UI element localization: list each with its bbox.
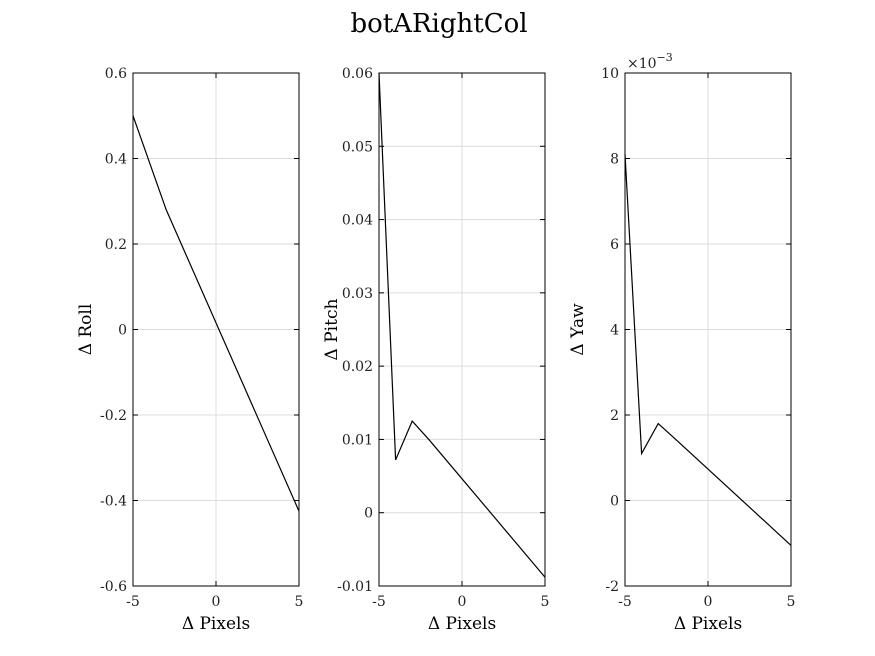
series-line [378,72,546,578]
subplot-1: -5 0 5 -0.6 -0.4 -0.2 0 0.2 0.4 0.6 Δ Pixels Δ Roll [76,66,303,634]
x-tick-label: 5 [295,594,304,610]
y-tick-label: 0.06 [342,66,373,82]
x-tick-label: -5 [618,594,632,610]
x-tick-label: -5 [372,594,386,610]
x-axis-label: Δ Pixels [428,614,496,634]
y-tick-label: 0.01 [342,432,373,448]
y-tick-label: 0.04 [342,213,373,229]
y-tick-label: -0.6 [100,579,127,595]
y-tick-label: 0 [364,506,373,522]
y-tick-label: -0.01 [337,579,373,595]
x-tick-label: 0 [458,594,467,610]
subplot-3: -5 0 5 -2 0 2 4 6 8 10 Δ Pixels Δ Yaw ×10−3 [568,51,795,634]
x-axis-label: Δ Pixels [674,614,742,634]
axes-frame [624,72,792,587]
y-tick-label: -0.2 [100,408,127,424]
series-line [132,115,300,512]
y-tick-label: -0.4 [100,494,127,510]
y-exponent-label: ×10−3 [627,51,673,72]
axes-frame [132,72,300,587]
y-tick-label: 0.6 [105,66,127,82]
x-axis-label: Δ Pixels [182,614,250,634]
x-tick-label: -5 [126,594,140,610]
y-tick-label: 0.2 [105,237,127,253]
y-axis-label: Δ Yaw [568,303,588,356]
y-tick-label: 2 [610,408,619,424]
x-tick-label: 5 [541,594,550,610]
y-tick-label: 0.03 [342,286,373,302]
figure-title: botARightCol [350,9,527,39]
subplot-2: -5 0 5 -0.01 0 0.01 0.02 0.03 0.04 0.05 0.06 Δ Pixe… [322,66,549,634]
x-tick-label: 5 [787,594,796,610]
series-line [624,154,792,546]
y-tick-label: 0 [118,323,127,339]
y-tick-label: 0.02 [342,359,373,375]
axes-frame [378,72,546,587]
y-tick-label: 0 [610,494,619,510]
y-tick-label: 8 [610,152,619,168]
x-tick-label: 0 [704,594,713,610]
y-tick-label: -2 [605,579,619,595]
y-axis-label: Δ Pitch [322,299,342,361]
y-tick-label: 0.05 [342,139,373,155]
y-axis-label: Δ Roll [76,304,96,356]
y-tick-label: 6 [610,237,619,253]
y-tick-label: 10 [601,66,619,82]
y-tick-label: 0.4 [105,152,127,168]
x-tick-label: 0 [212,594,221,610]
y-tick-label: 4 [610,323,619,339]
